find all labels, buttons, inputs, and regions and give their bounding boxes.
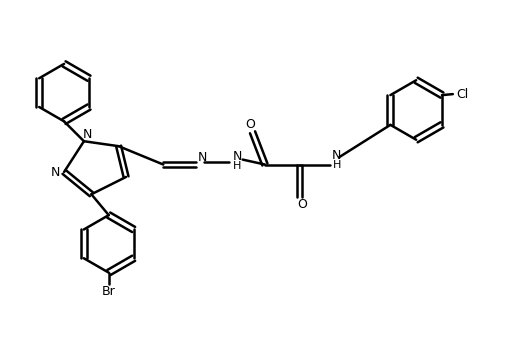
Text: O: O bbox=[245, 118, 255, 131]
Text: H: H bbox=[333, 159, 341, 170]
Text: H: H bbox=[233, 160, 242, 171]
Text: N: N bbox=[232, 150, 242, 163]
Text: N: N bbox=[83, 128, 92, 141]
Text: N: N bbox=[50, 166, 60, 180]
Text: O: O bbox=[297, 198, 307, 211]
Text: N: N bbox=[198, 151, 207, 164]
Text: N: N bbox=[332, 149, 341, 162]
Text: Br: Br bbox=[102, 285, 116, 298]
Text: Cl: Cl bbox=[456, 88, 469, 101]
